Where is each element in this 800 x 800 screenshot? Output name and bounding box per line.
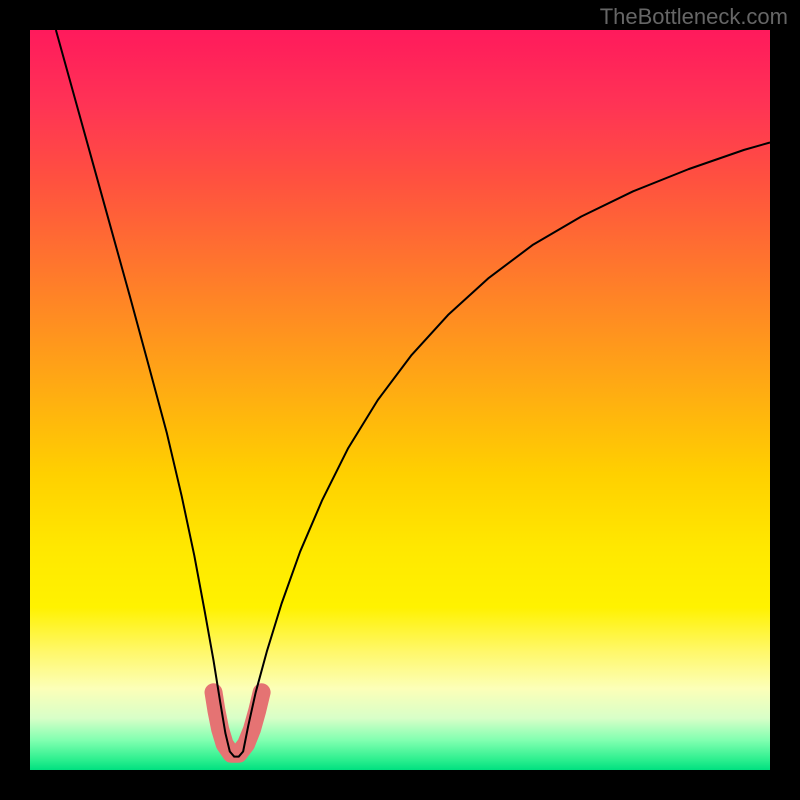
chart-container: TheBottleneck.com — [0, 0, 800, 800]
bottleneck-chart — [0, 0, 800, 800]
gradient-background — [30, 30, 770, 770]
watermark-text: TheBottleneck.com — [600, 4, 788, 30]
